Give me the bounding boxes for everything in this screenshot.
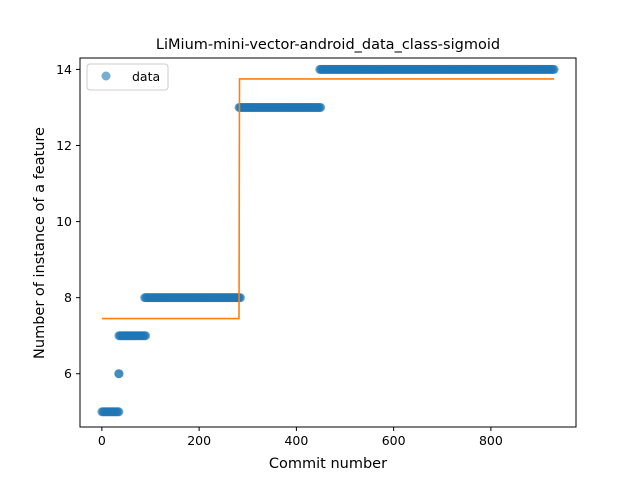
x-tick-label: 200	[187, 433, 211, 448]
y-axis-label: Number of instance of a feature	[32, 127, 48, 359]
legend: data	[86, 63, 169, 91]
y-tick-label: 14	[56, 62, 72, 77]
y-tick-label: 10	[56, 214, 72, 229]
data-point	[114, 407, 124, 417]
legend-box	[86, 63, 169, 91]
data-point	[141, 331, 151, 341]
fit-line	[101, 78, 555, 320]
x-tick-label: 400	[284, 433, 308, 448]
data-point	[316, 102, 326, 112]
y-tick-label: 12	[56, 138, 72, 153]
x-tick-label: 0	[98, 433, 106, 448]
x-tick-label: 800	[479, 433, 503, 448]
plot-frame	[79, 57, 577, 428]
data-point	[114, 369, 124, 379]
y-tick-label: 6	[64, 366, 72, 381]
y-tick-label: 8	[64, 290, 72, 305]
chart-title: LiMium-mini-vector-android_data_class-si…	[156, 37, 500, 53]
x-axis: 0 200 400 600 800	[98, 427, 503, 448]
data-point	[235, 293, 245, 303]
x-axis-label: Commit number	[269, 456, 387, 472]
x-tick-label: 600	[382, 433, 406, 448]
plot-area	[97, 64, 559, 417]
legend-marker-data	[101, 71, 111, 81]
legend-label-data: data	[132, 69, 160, 84]
data-point	[549, 64, 559, 74]
y-axis: 6 8 10 12 14	[56, 62, 80, 381]
